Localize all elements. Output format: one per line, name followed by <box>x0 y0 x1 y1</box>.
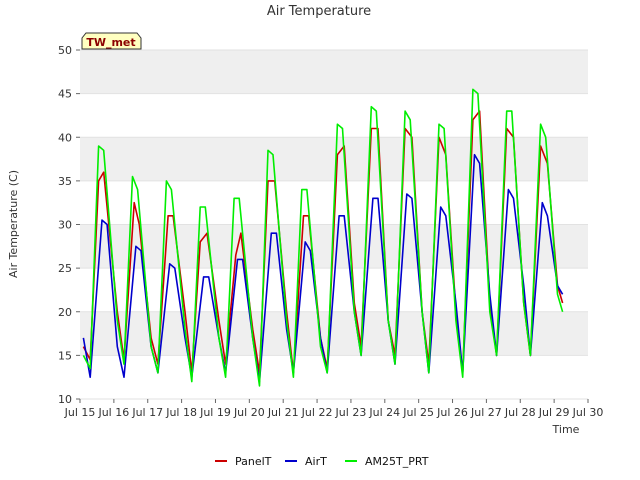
x-tick-label: Jul 16 <box>97 406 129 419</box>
x-tick-label: Jul 29 <box>538 406 570 419</box>
y-tick-label: 50 <box>58 44 72 57</box>
plot-background <box>80 49 588 400</box>
x-tick-label: Jul 23 <box>335 406 367 419</box>
y-tick-label: 40 <box>58 131 72 144</box>
y-tick-label: 20 <box>58 306 72 319</box>
x-tick-label: Jul 25 <box>402 406 434 419</box>
y-tick-label: 35 <box>58 175 72 188</box>
site-badge-label: TW_met <box>86 36 135 49</box>
x-tick-label: Jul 17 <box>131 406 163 419</box>
y-tick-label: 15 <box>58 349 72 362</box>
x-tick-label: Jul 19 <box>199 406 231 419</box>
grid-band <box>80 50 588 94</box>
x-tick-label: Jul 15 <box>64 406 96 419</box>
y-tick-label: 25 <box>58 262 72 275</box>
x-tick-label: Jul 27 <box>470 406 502 419</box>
x-tick-label: Jul 20 <box>233 406 265 419</box>
x-tick-label: Jul 22 <box>301 406 333 419</box>
grid-band <box>80 137 588 181</box>
x-tick-label: Jul 24 <box>368 406 400 419</box>
series-line-am25t-prt <box>82 88 564 387</box>
legend-label: PanelT <box>235 455 272 468</box>
x-axis-title: Time <box>552 423 580 436</box>
site-badge-box <box>81 32 142 50</box>
x-tick-label: Jul 30 <box>572 406 604 419</box>
y-axis-title: Air Temperature (C) <box>7 170 20 278</box>
y-tick-label: 30 <box>58 219 72 232</box>
x-tick-label: Jul 18 <box>165 406 197 419</box>
y-tick-label: 10 <box>58 393 72 406</box>
chart-title: Air Temperature <box>267 4 371 19</box>
x-tick-label: Jul 26 <box>436 406 468 419</box>
legend-label: AM25T_PRT <box>365 455 429 468</box>
x-tick-label: Jul 28 <box>504 406 536 419</box>
legend: PanelT AirT AM25T_PRT <box>215 455 429 468</box>
site-badge: TW_met <box>81 32 142 50</box>
x-tick-label: Jul 21 <box>267 406 299 419</box>
y-tick-label: 45 <box>58 88 72 101</box>
grid-band <box>80 311 588 356</box>
legend-label: AirT <box>305 455 327 468</box>
